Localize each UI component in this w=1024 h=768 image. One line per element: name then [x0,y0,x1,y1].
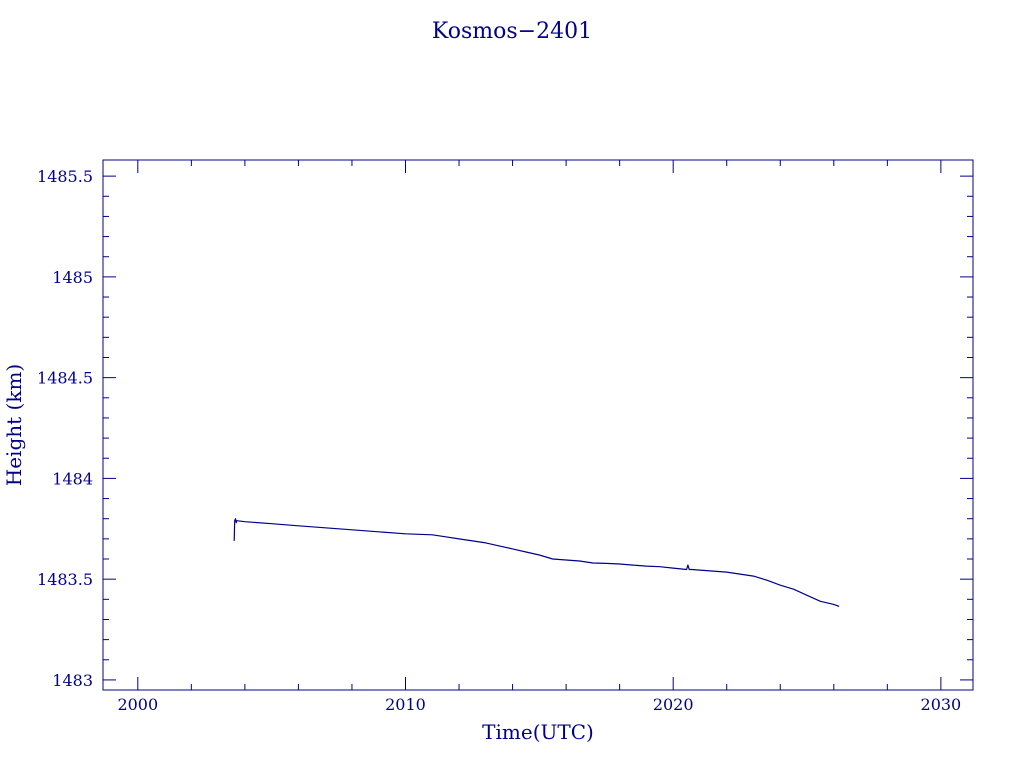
x-axis-label: Time(UTC) [482,720,594,744]
y-tick-label: 1483 [52,671,93,690]
x-tick-label: 2010 [385,695,426,714]
y-tick-label: 1485 [52,268,93,287]
axis-ticks [103,160,973,690]
x-tick-label: 2020 [653,695,694,714]
y-tick-label: 1485.5 [37,167,93,186]
y-axis-label: Height (km) [2,364,26,486]
x-tick-label: 2030 [921,695,962,714]
plot-frame [102,159,974,691]
y-tick-labels: 1483 1483.5 1484 1484.5 1485 1485.5 [37,167,93,690]
x-tick-labels: 2000 2010 2020 2030 [117,695,961,714]
y-tick-label: 1484.5 [37,369,93,388]
x-tick-label: 2000 [117,695,158,714]
series-line [233,518,840,607]
y-tick-label: 1484 [52,469,93,488]
chart-title: Kosmos−2401 [432,19,592,44]
y-tick-label: 1483.5 [37,570,93,589]
